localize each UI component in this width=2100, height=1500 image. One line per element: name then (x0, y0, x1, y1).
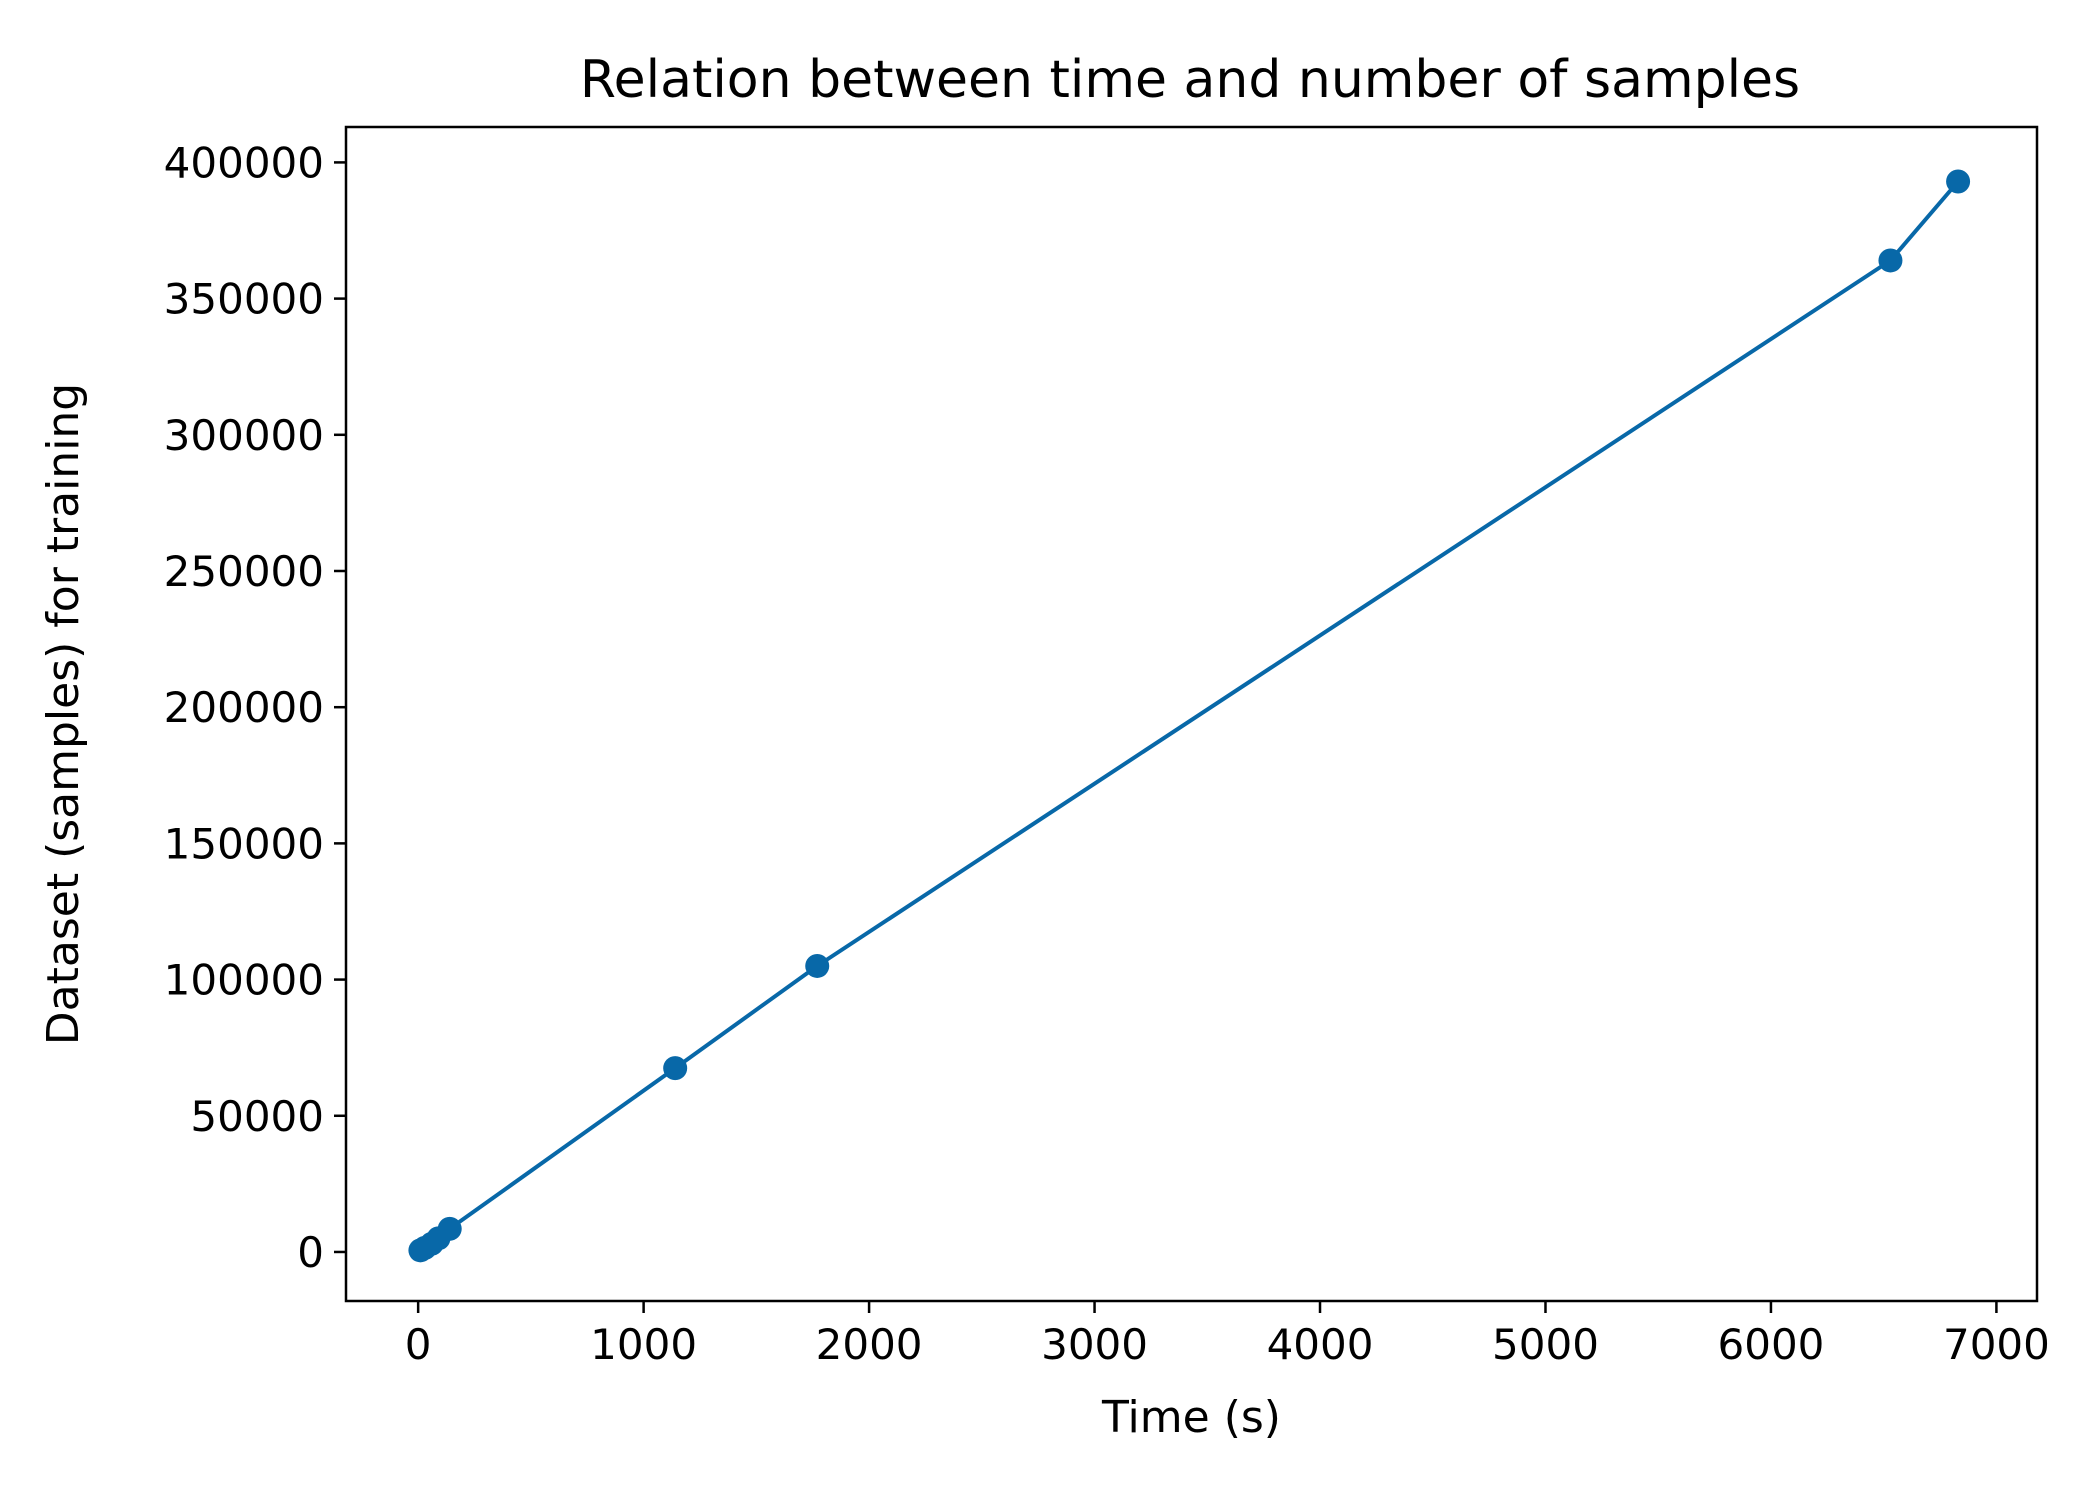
plot-frame (344, 125, 2039, 1303)
axis-ticks: 0 1000 2000 3000 4000 5000 6000 7000 0 50000 10000… (164, 138, 2050, 1369)
x-tick-label: 0 (405, 1320, 432, 1369)
y-tick-label: 100000 (164, 956, 324, 1005)
x-tick-label: 5000 (1492, 1320, 1599, 1369)
y-tick-label: 50000 (190, 1092, 324, 1141)
data-point (1946, 169, 1971, 194)
x-tick-label: 3000 (1041, 1320, 1148, 1369)
plot-area (408, 169, 1971, 1263)
y-tick-label: 400000 (164, 138, 324, 187)
x-tick-label: 6000 (1718, 1320, 1825, 1369)
y-tick-label: 350000 (164, 275, 324, 324)
data-point (805, 953, 830, 978)
data-point (663, 1056, 688, 1081)
y-tick-label: 250000 (164, 547, 324, 596)
y-tick-label: 200000 (164, 683, 324, 732)
y-tick-label: 150000 (164, 819, 324, 868)
data-point (437, 1216, 462, 1241)
series-line (419, 180, 1960, 1253)
x-tick-label: 4000 (1267, 1320, 1374, 1369)
chart-title: Relation between time and number of samp… (580, 50, 1800, 110)
data-point (1878, 248, 1903, 273)
x-tick-label: 2000 (816, 1320, 923, 1369)
y-tick-label: 300000 (164, 411, 324, 460)
y-axis-label: Dataset (samples) for training (38, 383, 89, 1045)
x-tick-label: 7000 (1943, 1320, 2050, 1369)
y-tick-label: 0 (297, 1228, 324, 1277)
x-tick-label: 1000 (590, 1320, 697, 1369)
x-axis-label: Time (s) (1101, 1392, 1281, 1443)
